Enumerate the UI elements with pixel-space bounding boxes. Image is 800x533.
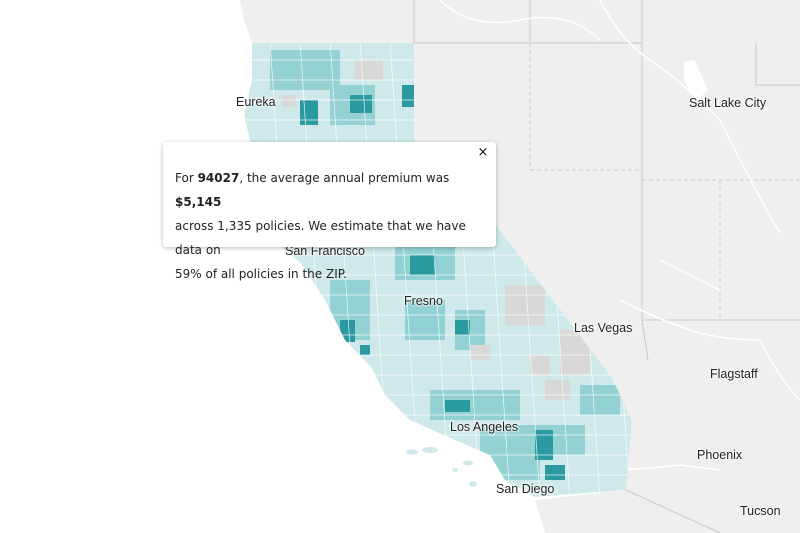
city-label-los-angeles: Los Angeles (450, 420, 519, 434)
city-label-salt-lake-city: Salt Lake City (689, 96, 767, 110)
zip-regions-nodata (282, 60, 590, 400)
county-borders (529, 43, 800, 320)
popup-line-2: across 1,335 policies. We estimate that … (175, 219, 466, 257)
popup-line-1: For 94027, the average annual premium wa… (175, 166, 482, 214)
rivers (439, 0, 800, 471)
city-label-phoenix: Phoenix (697, 448, 743, 462)
baja-land (538, 492, 640, 533)
zip-regions-dark (300, 85, 565, 480)
popup-line-3: 59% of all policies in the ZIP. (175, 267, 347, 281)
city-label-san-diego: San Diego (496, 482, 555, 496)
city-label-san-francisco: San Francisco (285, 244, 365, 258)
state-borders (413, 0, 800, 533)
city-label-eureka: Eureka (236, 95, 276, 109)
popup-mid: , the average annual premium was (239, 171, 450, 185)
popup-zip: 94027 (197, 171, 240, 185)
zip-info-popup: × For 94027, the average annual premium … (163, 142, 496, 281)
close-icon[interactable]: × (477, 145, 489, 160)
city-label-las-vegas: Las Vegas (574, 321, 633, 335)
popup-premium: $5,145 (175, 195, 222, 209)
popup-intro: For (175, 171, 198, 185)
city-label-tucson: Tucson (740, 504, 781, 518)
city-label-fresno: Fresno (404, 294, 443, 308)
channel-islands (406, 447, 477, 487)
land-area (240, 0, 800, 533)
great-salt-lake (684, 60, 708, 98)
city-label-flagstaff: Flagstaff (710, 367, 758, 381)
